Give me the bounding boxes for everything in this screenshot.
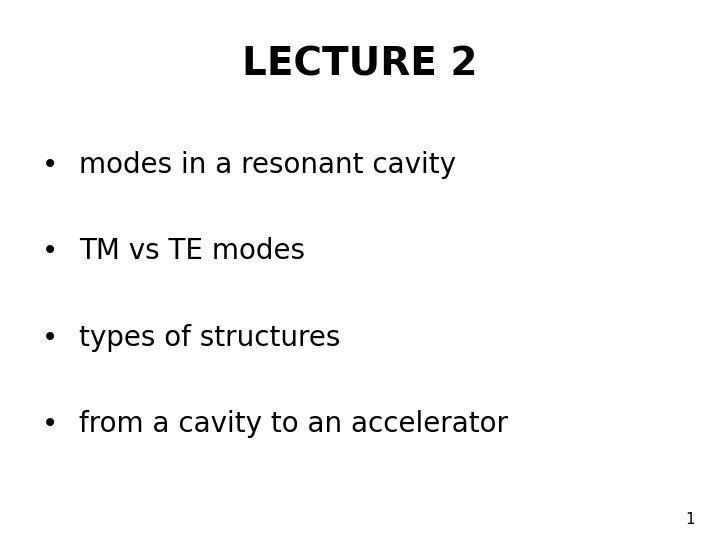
Text: modes in a resonant cavity: modes in a resonant cavity — [79, 151, 456, 179]
Text: 1: 1 — [685, 511, 695, 526]
Text: from a cavity to an accelerator: from a cavity to an accelerator — [79, 410, 508, 438]
Text: •: • — [42, 323, 58, 352]
Text: TM vs TE modes: TM vs TE modes — [79, 237, 305, 265]
Text: types of structures: types of structures — [79, 323, 341, 352]
Text: •: • — [42, 151, 58, 179]
Text: •: • — [42, 410, 58, 438]
Text: LECTURE 2: LECTURE 2 — [242, 46, 478, 84]
Text: •: • — [42, 237, 58, 265]
